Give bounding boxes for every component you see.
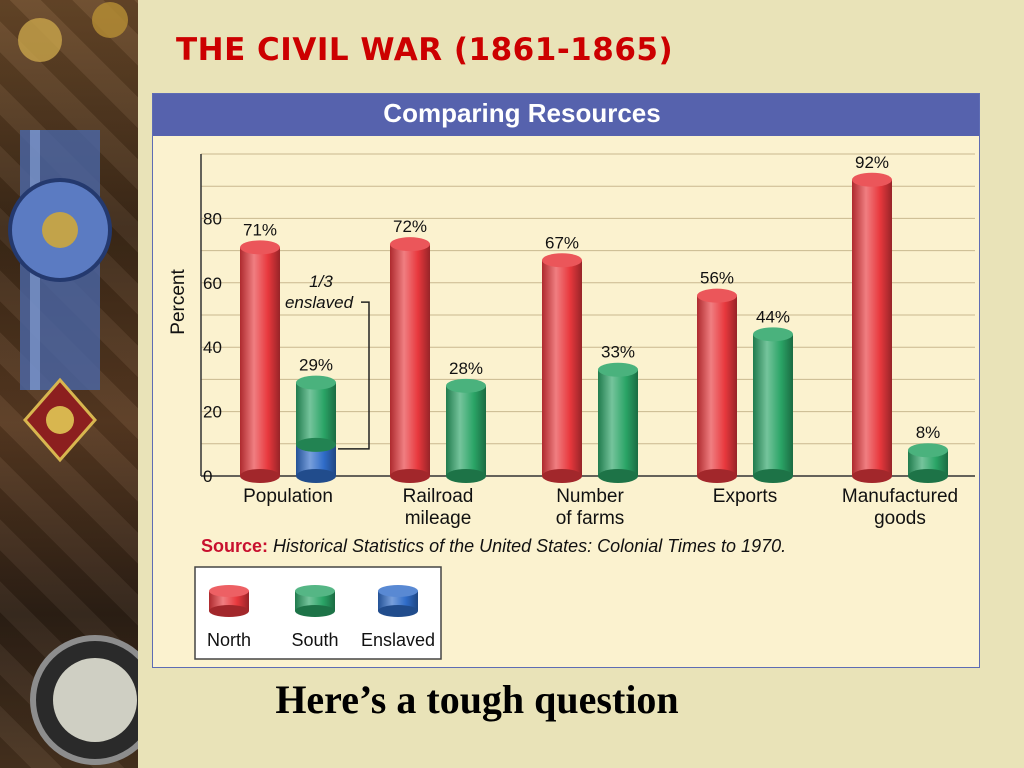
medals-decoration: [8, 2, 138, 765]
chart-panel: Comparing Resources 0 20 40 60 80 Percent 1/3 en…: [152, 93, 980, 668]
bar-north-base: [390, 469, 430, 483]
legend-label: South: [291, 630, 338, 650]
bar-north-top: [542, 253, 582, 268]
legend-swatch-top: [209, 585, 249, 597]
bar-south-base: [908, 469, 948, 483]
data-label-south: 29%: [299, 356, 333, 375]
bar-south-base: [598, 469, 638, 483]
data-label-south: 28%: [449, 359, 483, 378]
bar-north-base: [852, 469, 892, 483]
data-label-north: 56%: [700, 269, 734, 288]
source-text: Historical Statistics of the United Stat…: [273, 536, 786, 556]
category-label: Exports: [713, 486, 777, 507]
y-tick-label: 40: [203, 338, 222, 357]
category-label: Manufactured: [842, 486, 958, 507]
annotation-enslaved: enslaved: [285, 293, 354, 312]
y-tick-label: 20: [203, 403, 222, 422]
y-tick-label: 60: [203, 274, 222, 293]
source-line: Source: Historical Statistics of the Uni…: [201, 536, 786, 556]
y-axis-label: Percent: [168, 269, 189, 335]
legend-swatch-top: [295, 585, 335, 597]
data-label-north: 92%: [855, 153, 889, 172]
bar-north: [697, 295, 737, 476]
category-label: Number: [556, 486, 624, 507]
legend-swatch-base: [209, 605, 249, 617]
bar-north: [240, 247, 280, 476]
bar-north: [542, 260, 582, 476]
data-label-north: 67%: [545, 233, 579, 252]
bar-north-base: [542, 469, 582, 483]
bar-south-bottom: [296, 437, 336, 452]
bar-south-top: [753, 327, 793, 342]
bar-enslaved-base: [296, 469, 336, 483]
bar-south-top: [598, 362, 638, 377]
category-label: of farms: [556, 508, 625, 529]
chart-title-bar: [153, 94, 979, 136]
enslaved-bracket: [338, 301, 370, 450]
legend-label: Enslaved: [361, 630, 435, 650]
bar-north-top: [852, 172, 892, 187]
legend-swatch-base: [378, 605, 418, 617]
bar-south: [753, 334, 793, 476]
bar-north-top: [697, 288, 737, 303]
chart-title: Comparing Resources: [383, 98, 660, 128]
legend-label: North: [207, 630, 251, 650]
legend-swatch-base: [295, 605, 335, 617]
bar-south-top: [908, 443, 948, 458]
bar-north-top: [240, 240, 280, 255]
bar-south: [296, 382, 336, 445]
data-label-south: 44%: [756, 307, 790, 326]
comparing-resources-chart: Comparing Resources 0 20 40 60 80 Percent 1/3 en…: [153, 94, 979, 660]
data-label-south: 8%: [916, 423, 941, 442]
bar-north-base: [240, 469, 280, 483]
bar-north: [852, 179, 892, 476]
decorative-sidebar: [0, 0, 138, 768]
bar-south-base: [753, 469, 793, 483]
category-label: Railroad: [403, 486, 474, 507]
bar-north-base: [697, 469, 737, 483]
bar-south: [598, 369, 638, 476]
category-label: Population: [243, 486, 333, 507]
category-label: mileage: [405, 508, 472, 529]
annotation-fraction: 1/3: [309, 272, 333, 291]
legend-swatch-top: [378, 585, 418, 597]
y-tick-label: 80: [203, 209, 222, 228]
source-label: Source:: [201, 536, 273, 556]
bar-north-top: [390, 237, 430, 252]
bar-south-base: [446, 469, 486, 483]
bar-south: [446, 385, 486, 476]
slide-title: THE CIVIL WAR (1861-1865): [176, 32, 674, 68]
y-tick-label: 0: [203, 467, 212, 486]
data-label-south: 33%: [601, 343, 635, 362]
caption: Here’s a tough question: [275, 677, 679, 722]
bar-north: [390, 244, 430, 476]
category-label: goods: [874, 508, 926, 529]
data-label-north: 71%: [243, 220, 277, 239]
bar-south-top: [296, 375, 336, 390]
bar-south-top: [446, 378, 486, 393]
data-label-north: 72%: [393, 217, 427, 236]
